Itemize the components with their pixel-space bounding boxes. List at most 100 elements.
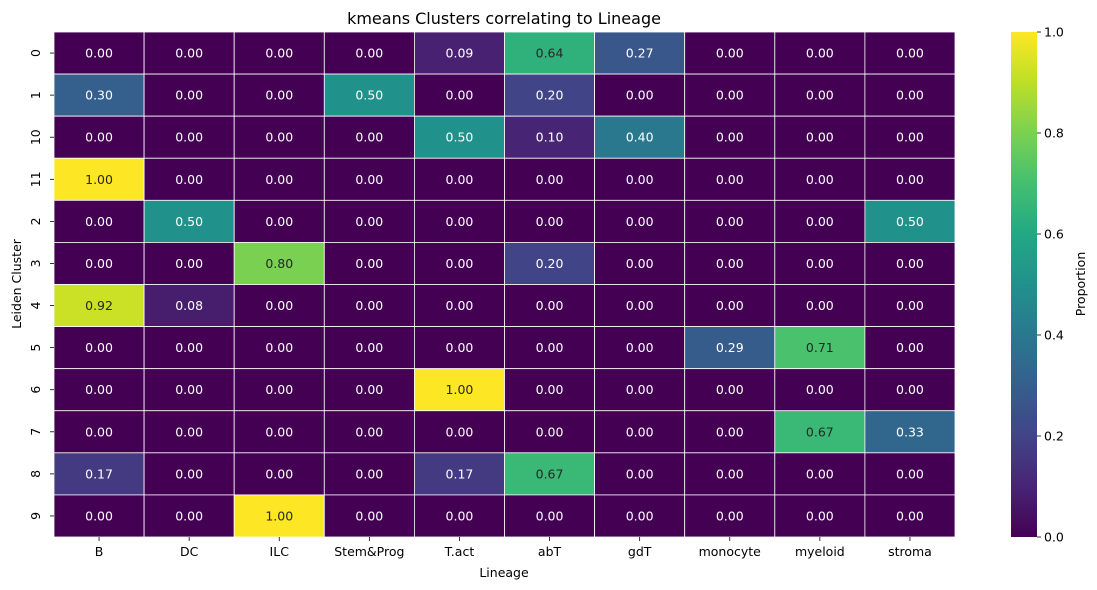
cell-value-label: 0.00: [355, 424, 383, 439]
cell-value-label: 0.00: [716, 46, 744, 61]
heatmap-cell: [233, 31, 325, 75]
cell-value-label: 0.00: [806, 298, 834, 313]
heatmap-cell: [684, 368, 776, 412]
cell-value-label: 0.17: [85, 466, 113, 481]
cell-value-label: 0.00: [175, 256, 203, 271]
cell-value-label: 0.00: [716, 256, 744, 271]
cell-value-label: 0.00: [446, 214, 474, 229]
heatmap-cell: [323, 31, 415, 75]
cell-value-label: 0.00: [716, 298, 744, 313]
heatmap-cell: [504, 494, 595, 538]
heatmap-cell: [774, 494, 866, 538]
cell-value-label: 0.10: [536, 130, 564, 145]
cell-value-label: 0.00: [536, 214, 564, 229]
heatmap-cell: [774, 326, 866, 370]
cell-value-label: 0.00: [806, 508, 834, 523]
cell-value-label: 0.00: [896, 256, 924, 271]
cell-value-label: 0.00: [446, 172, 474, 187]
heatmap-cell: [53, 284, 145, 327]
x-tick-label: monocyte: [699, 544, 762, 559]
cell-value-label: 0.30: [85, 88, 113, 103]
colorbar: [1011, 32, 1037, 537]
cell-value-label: 0.00: [896, 172, 924, 187]
colorbar-tick-label: 1.0: [1044, 25, 1064, 40]
cell-value-label: 0.00: [355, 466, 383, 481]
cell-value-label: 0.00: [265, 172, 293, 187]
cell-value-label: 0.29: [716, 340, 744, 355]
cell-value-label: 0.00: [626, 382, 654, 397]
heatmap-cell: [233, 326, 325, 370]
cell-value-label: 0.00: [175, 46, 203, 61]
heatmap-cell: [774, 284, 866, 327]
heatmap-cell: [323, 284, 415, 327]
heatmap-cell: [413, 115, 505, 159]
cell-value-label: 0.00: [896, 466, 924, 481]
cell-value-label: 0.40: [626, 130, 654, 145]
heatmap-cell: [53, 157, 145, 201]
cell-value-label: 0.00: [446, 424, 474, 439]
cell-value-label: 0.00: [175, 340, 203, 355]
x-axis-ticks: B DC ILC Stem&Prog T.act abT gdT monocyte myeloi…: [95, 537, 932, 559]
colorbar-tick-label: 0.4: [1044, 328, 1064, 343]
heatmap-cell: [323, 410, 415, 454]
cell-value-label: 0.00: [446, 508, 474, 523]
y-tick-label: 6: [28, 386, 43, 394]
cell-value-label: 0.00: [716, 424, 744, 439]
heatmap-cell: [684, 73, 776, 117]
heatmap-cell: [143, 31, 235, 75]
heatmap-cell: [774, 115, 866, 159]
heatmap-cell: [143, 368, 235, 412]
heatmap-cell: [684, 326, 776, 370]
cell-value-label: 0.00: [626, 256, 654, 271]
y-tick-label: 11: [28, 171, 43, 187]
heatmap-cell: [143, 452, 235, 496]
heatmap-cell: [684, 284, 776, 327]
heatmap-cell: [594, 452, 686, 496]
cell-value-label: 0.17: [446, 466, 474, 481]
cell-value-label: 0.00: [175, 172, 203, 187]
heatmap-cell: [864, 199, 956, 243]
heatmap-cell: [864, 73, 956, 117]
cell-value-label: 0.00: [716, 88, 744, 103]
cell-value-label: 0.00: [85, 382, 113, 397]
x-tick-label: myeloid: [795, 544, 845, 559]
cell-value-label: 0.00: [536, 172, 564, 187]
cell-value-label: 0.00: [355, 46, 383, 61]
colorbar-label: Proportion: [1073, 252, 1088, 317]
heatmap-cell: [504, 326, 595, 370]
cell-value-label: 0.00: [896, 88, 924, 103]
y-tick-label: 2: [28, 217, 43, 225]
chart-title: kmeans Clusters correlating to Lineage: [347, 9, 661, 28]
cell-value-label: 0.00: [175, 382, 203, 397]
heatmap-cell: [323, 368, 415, 412]
x-tick-label: stroma: [888, 544, 932, 559]
cell-value-label: 0.00: [265, 340, 293, 355]
cell-value-label: 0.00: [355, 382, 383, 397]
heatmap-cell: [413, 452, 505, 496]
heatmap-cell: [864, 115, 956, 159]
cell-value-label: 0.00: [265, 466, 293, 481]
cell-value-label: 0.00: [85, 340, 113, 355]
heatmap-cell: [594, 284, 686, 327]
heatmap-cell: [323, 326, 415, 370]
heatmap-cell: [594, 73, 686, 117]
y-tick-label: 8: [28, 470, 43, 478]
heatmap-cell: [413, 199, 505, 243]
heatmap-cell: [504, 31, 595, 75]
x-tick-label: gdT: [628, 544, 652, 559]
cell-value-label: 0.50: [175, 214, 203, 229]
cell-value-label: 0.00: [265, 298, 293, 313]
heatmap-cell: [684, 157, 776, 201]
heatmap-cell: [323, 73, 415, 117]
heatmap-cell: [413, 326, 505, 370]
cell-value-label: 0.00: [85, 130, 113, 145]
x-tick-label: B: [95, 544, 104, 559]
heatmap-cell: [594, 115, 686, 159]
heatmap-cell: [684, 494, 776, 538]
cell-value-label: 0.00: [536, 298, 564, 313]
cell-value-label: 0.00: [355, 256, 383, 271]
heatmap-cell: [53, 31, 145, 75]
cell-value-label: 0.00: [626, 298, 654, 313]
cell-value-label: 0.00: [716, 382, 744, 397]
cell-value-label: 0.00: [446, 298, 474, 313]
